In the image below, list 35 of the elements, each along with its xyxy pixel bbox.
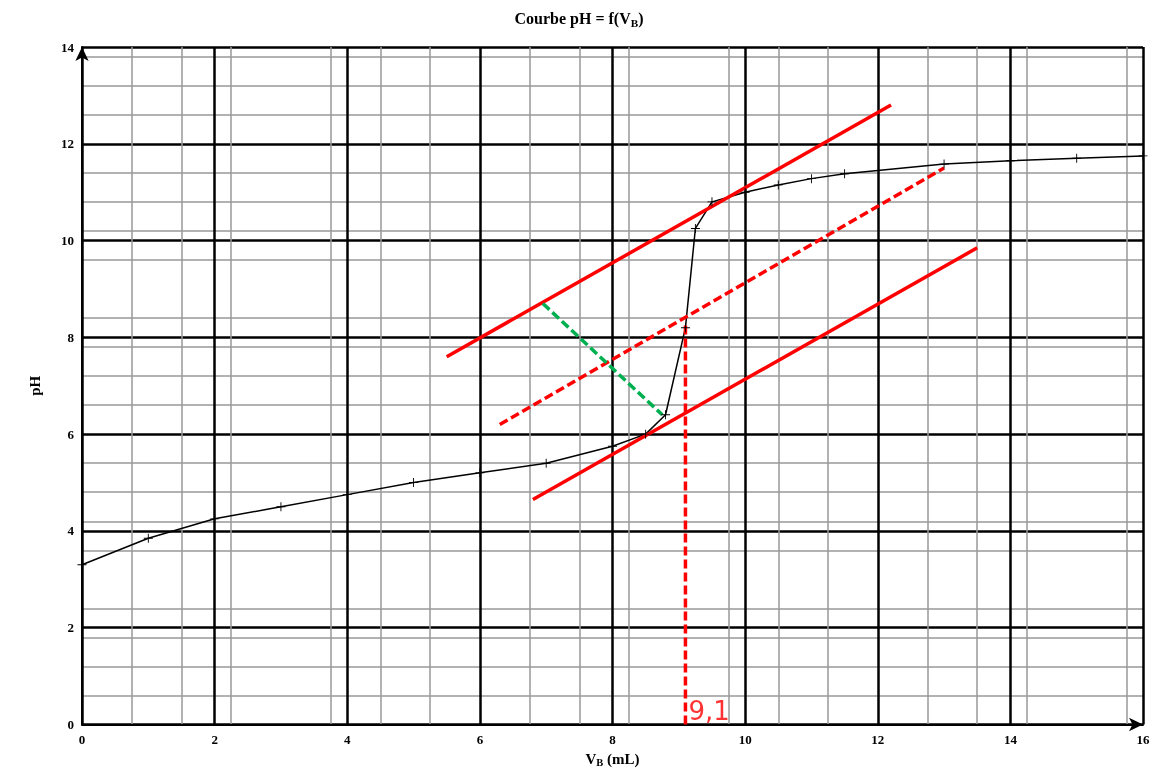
y-tick-label: 0 [67, 717, 74, 732]
x-tick-label: 2 [211, 731, 218, 747]
y-tick-label: 2 [67, 620, 74, 636]
point [690, 223, 700, 233]
point [1072, 153, 1082, 163]
y-tick-label: 8 [67, 329, 75, 345]
point [143, 533, 153, 543]
point [409, 478, 419, 488]
point [475, 468, 485, 478]
y-tick-label: 4 [67, 523, 75, 539]
point [541, 458, 551, 468]
point [661, 410, 671, 420]
point [840, 169, 850, 179]
x-tick-label: 10 [738, 731, 752, 747]
point [773, 180, 783, 190]
point [641, 429, 651, 439]
x-tick-label: 14 [1003, 731, 1018, 747]
y-tick-label: 10 [61, 233, 74, 249]
x-tick-label: 0 [78, 731, 86, 747]
point [342, 490, 352, 500]
y-tick-label: 12 [61, 136, 74, 152]
x-tick-label: 8 [609, 731, 617, 747]
y-tick-label: 14 [61, 39, 75, 55]
y-axis-title: pH [26, 375, 43, 396]
point [680, 323, 690, 333]
annotation: 9,1 [688, 695, 730, 726]
point [740, 187, 750, 197]
point [939, 159, 949, 169]
y-tick-label: 6 [67, 426, 75, 442]
x-tick-label: 16 [1136, 731, 1150, 747]
point [806, 174, 816, 184]
x-tick-label: 4 [344, 731, 351, 747]
point [276, 502, 286, 512]
x-tick-label: 12 [871, 731, 885, 747]
x-tick-label: 6 [476, 731, 484, 747]
